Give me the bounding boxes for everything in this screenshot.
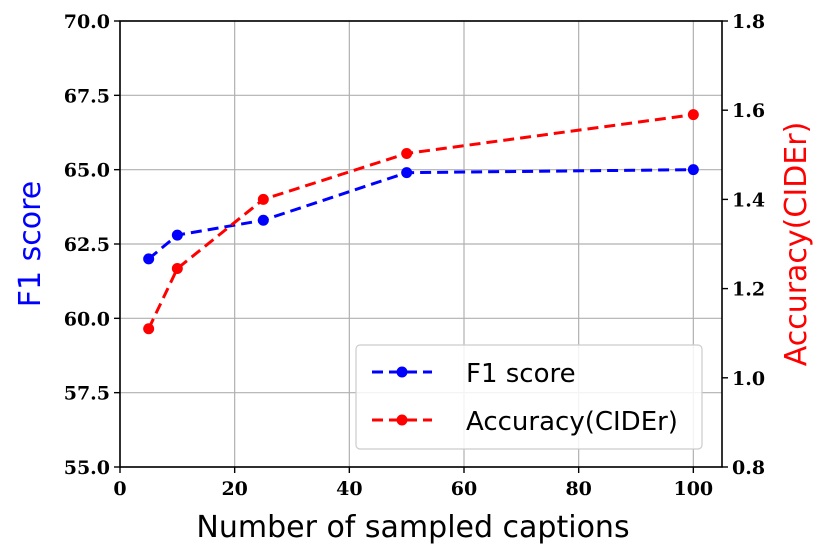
data-point-f1 [143,253,155,265]
x-tick-label: 100 [673,478,713,500]
y-right-tick-label: 1.0 [732,368,765,390]
series-layer [143,109,699,335]
y-right-tick-label: 1.2 [732,279,765,301]
y-left-tick-label: 57.5 [64,383,110,405]
data-point-f1 [687,164,699,176]
y-right-tick-label: 1.4 [732,189,765,211]
legend-box [355,344,703,450]
data-point-f1 [257,214,269,226]
legend-marker-f1 [396,366,408,378]
y-left-tick-label: 60.0 [64,308,110,330]
y-left-tick-label: 62.5 [64,234,110,256]
x-tick-label: 40 [336,478,362,500]
series-line-f1 [147,168,694,261]
y-axis-left-title: F1 score [13,181,48,308]
data-point-f1 [171,229,183,241]
data-point-cider [257,193,269,205]
y-left-tick-label: 70.0 [64,11,110,33]
y-left-tick-label: 65.0 [64,160,110,182]
data-point-cider [143,323,155,335]
x-axis-title: Number of sampled captions [196,510,629,545]
data-point-cider [401,147,413,159]
y-right-tick-label: 1.8 [732,11,765,33]
data-point-f1 [401,167,413,179]
data-point-cider [687,109,699,121]
x-tick-label: 0 [113,478,126,500]
legend-label-cider: Accuracy(CIDEr) [466,407,678,437]
y-axis-right-title: Accuracy(CIDEr) [779,122,814,367]
y-right-tick-label: 0.8 [732,457,765,479]
y-left-tick-label: 55.0 [64,457,110,479]
axis-ticks: 0 20 40 60 80 100 55.0 57.5 60.0 62.5 65.0 67.5 70.0… [64,11,765,500]
series-line-cider [147,113,694,330]
legend-marker-cider [396,414,408,426]
x-tick-label: 60 [451,478,477,500]
legend-label-f1: F1 score [466,359,576,389]
data-point-cider [171,263,183,275]
legend: F1 score Accuracy(CIDEr) [355,344,703,450]
x-tick-label: 80 [565,478,591,500]
y-left-tick-label: 67.5 [64,85,110,107]
x-tick-label: 20 [221,478,247,500]
y-right-tick-label: 1.6 [732,100,765,122]
